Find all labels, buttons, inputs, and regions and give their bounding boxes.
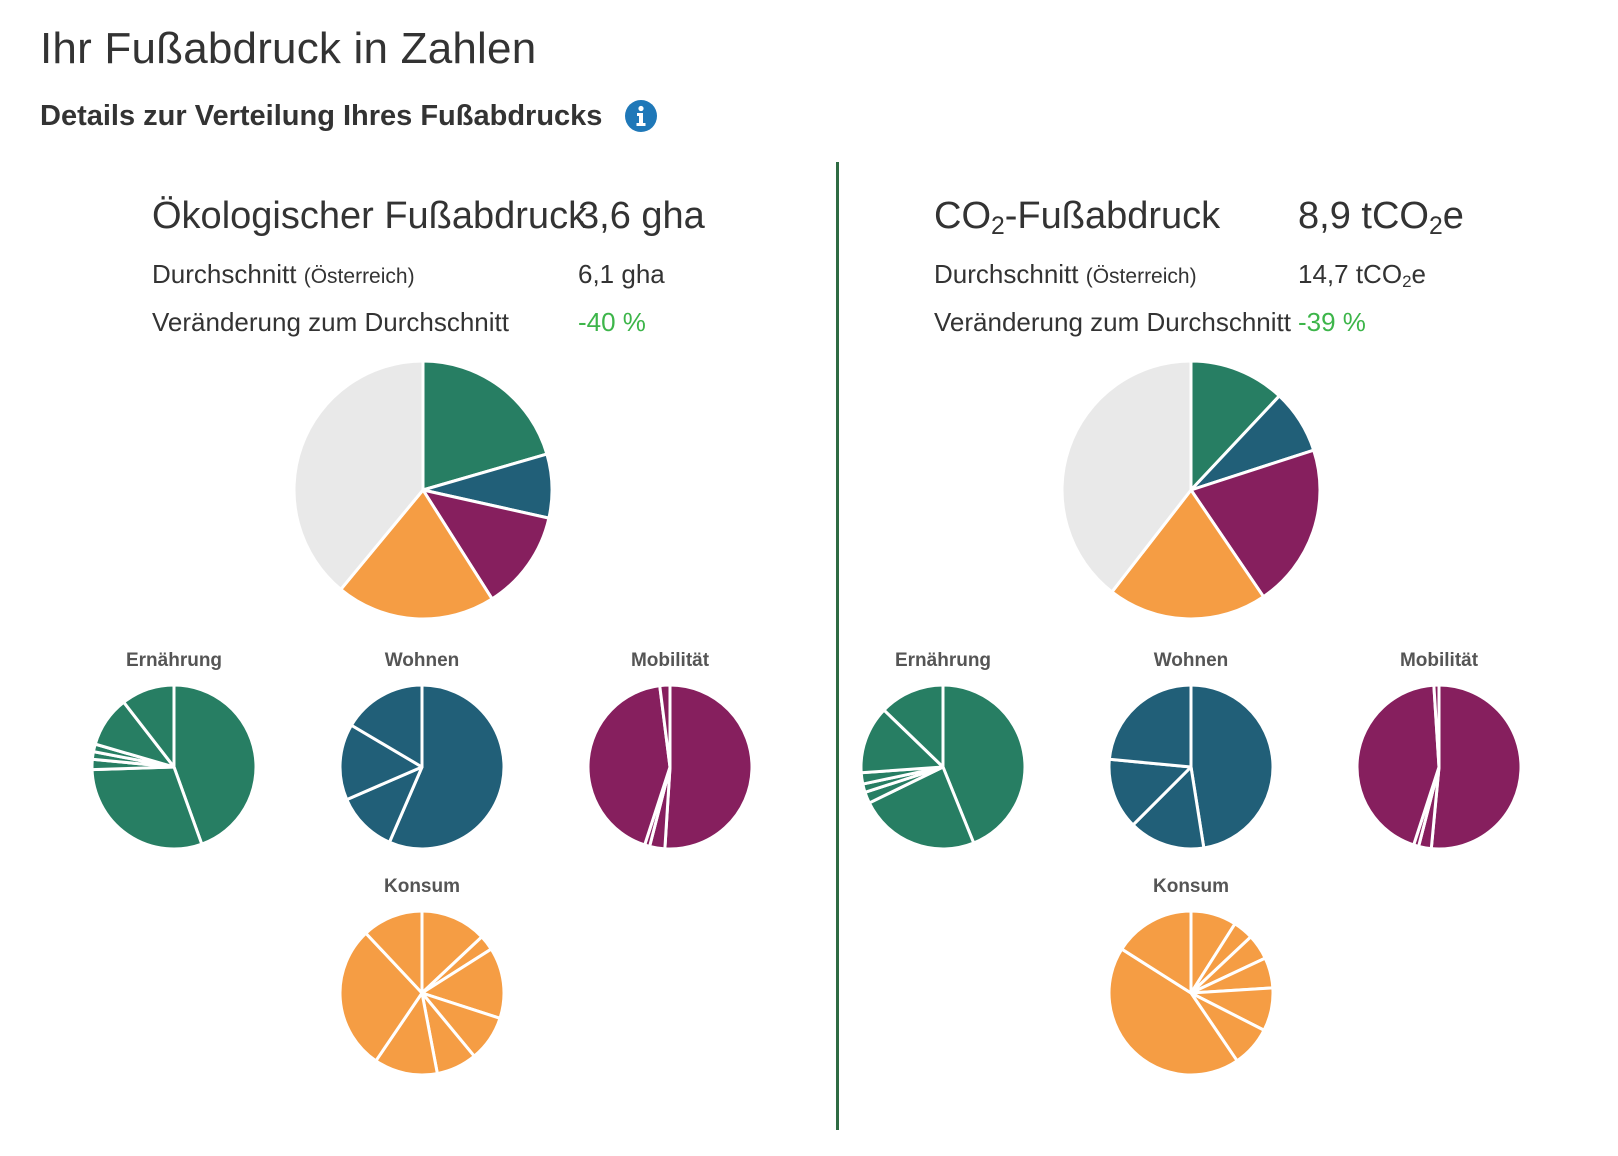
eco-mobilitaet-slice-4	[658, 683, 672, 769]
co2-value-pre: 8,9 tCO	[1298, 195, 1429, 237]
eco-panel: Ökologischer Fußabdruck 3,6 gha Durchsch…	[0, 0, 800, 1156]
eco-main-pie	[292, 359, 554, 621]
eco-wohnen-label: Wohnen	[384, 650, 460, 671]
co2-average-country: (Österreich)	[1085, 265, 1197, 288]
co2-ernaehrung-slice-5	[859, 708, 945, 775]
eco-konsum-slice-2	[420, 947, 506, 1020]
co2-title: CO2-Fußabdruck	[934, 195, 1221, 241]
eco-main-slice-mobilität	[421, 488, 551, 601]
co2-wohnen-slice-3	[1107, 683, 1193, 769]
co2-ernaehrung-chart: Ernährung	[843, 648, 1043, 852]
co2-konsum-slice-7	[1120, 909, 1193, 995]
eco-ernaehrung-pie	[90, 683, 258, 851]
co2-wohnen-slice-2	[1107, 757, 1193, 827]
co2-konsum-label: Konsum	[1153, 876, 1229, 897]
co2-average-label: Durchschnitt (Österreich)	[934, 259, 1197, 290]
co2-title-post: -Fußabdruck	[1004, 195, 1221, 237]
eco-mobilitaet-slice-3	[586, 684, 672, 847]
eco-average-value: 6,1 gha	[578, 259, 665, 289]
eco-mobilitaet-label: Mobilität	[630, 650, 710, 671]
co2-wohnen-label: Wohnen	[1153, 650, 1229, 671]
co2-avg-sub: 2	[1402, 272, 1412, 292]
eco-mobilitaet-chart: Mobilität	[570, 648, 770, 852]
co2-wohnen-slice-0	[1189, 683, 1275, 850]
co2-ernaehrung-label: Ernährung	[894, 650, 992, 671]
eco-average-label: Durchschnitt (Österreich)	[152, 259, 415, 290]
co2-konsum-chart: Konsum	[1091, 874, 1291, 1078]
co2-change-value: -39 %	[1298, 307, 1366, 337]
co2-change-label: Veränderung zum Durchschnitt	[934, 307, 1291, 337]
co2-mobilitaet-chart: Mobilität	[1339, 648, 1539, 852]
eco-ernaehrung-slice-1	[90, 765, 204, 851]
eco-wohnen-chart: Wohnen	[322, 648, 522, 852]
eco-ernaehrung-slice-6	[122, 683, 176, 769]
co2-main-slice-ernährung	[1189, 359, 1281, 492]
co2-title-sub: 2	[991, 213, 1005, 241]
eco-wohnen-pie	[338, 683, 506, 851]
co2-value-post: e	[1442, 195, 1464, 237]
eco-average-country: (Österreich)	[303, 265, 415, 288]
co2-ernaehrung-slice-1	[867, 765, 976, 851]
co2-value-sub: 2	[1428, 213, 1443, 241]
eco-mobilitaet-pie	[586, 683, 754, 851]
eco-konsum-slice-7	[364, 909, 424, 995]
eco-average-text: Durchschnitt	[152, 259, 297, 289]
co2-ernaehrung-slice-6	[882, 683, 945, 769]
eco-ernaehrung-label: Ernährung	[125, 650, 223, 671]
section-header: Details zur Verteilung Ihres Fußabdrucks	[40, 96, 658, 136]
section-title: Details zur Verteilung Ihres Fußabdrucks	[40, 99, 603, 132]
co2-ernaehrung-slice-0	[941, 683, 1027, 845]
co2-mobilitaet-slice-4	[1432, 683, 1441, 769]
co2-ernaehrung-pie	[859, 683, 1027, 851]
eco-wohnen-slice-3	[349, 683, 424, 769]
co2-main-pie	[1060, 359, 1322, 621]
eco-ernaehrung-slice-0	[172, 683, 258, 846]
co2-panel: CO2-Fußabdruck 8,9 tCO2e Durchschnitt (Ö…	[800, 0, 1600, 1156]
co2-wohnen-chart: Wohnen	[1091, 648, 1291, 852]
co2-mobilitaet-slice-0	[1429, 683, 1523, 851]
co2-main-slice-mobilität	[1189, 448, 1322, 599]
eco-ernaehrung-chart: Ernährung	[74, 648, 274, 852]
eco-title: Ökologischer Fußabdruck	[152, 195, 588, 237]
co2-wohnen-pie	[1107, 683, 1275, 851]
eco-mobilitaet-slice-0	[663, 683, 754, 851]
co2-mobilitaet-slice-3	[1355, 683, 1441, 847]
eco-value: 3,6 gha	[578, 195, 705, 237]
eco-main-slice-rest	[292, 359, 425, 591]
co2-average-text: Durchschnitt	[934, 259, 1079, 289]
eco-wohnen-slice-2	[338, 723, 424, 802]
co2-average-value: 14,7 tCO2e	[1298, 259, 1426, 290]
eco-change-label: Veränderung zum Durchschnitt	[152, 307, 509, 337]
co2-main-slice-rest	[1060, 359, 1193, 594]
co2-avg-post: e	[1411, 259, 1426, 289]
eco-konsum-chart: Konsum	[322, 874, 522, 1078]
eco-wohnen-slice-0	[387, 683, 506, 851]
co2-mobilitaet-pie	[1355, 683, 1523, 851]
eco-main-slice-ernährung	[421, 359, 549, 492]
co2-avg-pre: 14,7 tCO	[1298, 259, 1403, 289]
info-circle-icon[interactable]	[624, 99, 658, 133]
page-title: Ihr Fußabdruck in Zahlen	[40, 24, 537, 73]
co2-konsum-pie	[1107, 909, 1275, 1077]
eco-change-value: -40 %	[578, 307, 646, 337]
panel-divider	[836, 162, 839, 1130]
co2-konsum-slice-6	[1107, 947, 1239, 1077]
eco-konsum-label: Konsum	[384, 876, 460, 897]
co2-wohnen-slice-1	[1131, 765, 1206, 851]
co2-title-pre: CO	[934, 195, 991, 237]
eco-konsum-slice-6	[338, 931, 424, 1063]
co2-value: 8,9 tCO2e	[1298, 195, 1464, 241]
co2-main-slice-konsum	[1110, 488, 1266, 621]
eco-main-slice-konsum	[339, 488, 494, 621]
eco-konsum-pie	[338, 909, 506, 1077]
co2-mobilitaet-label: Mobilität	[1399, 650, 1479, 671]
